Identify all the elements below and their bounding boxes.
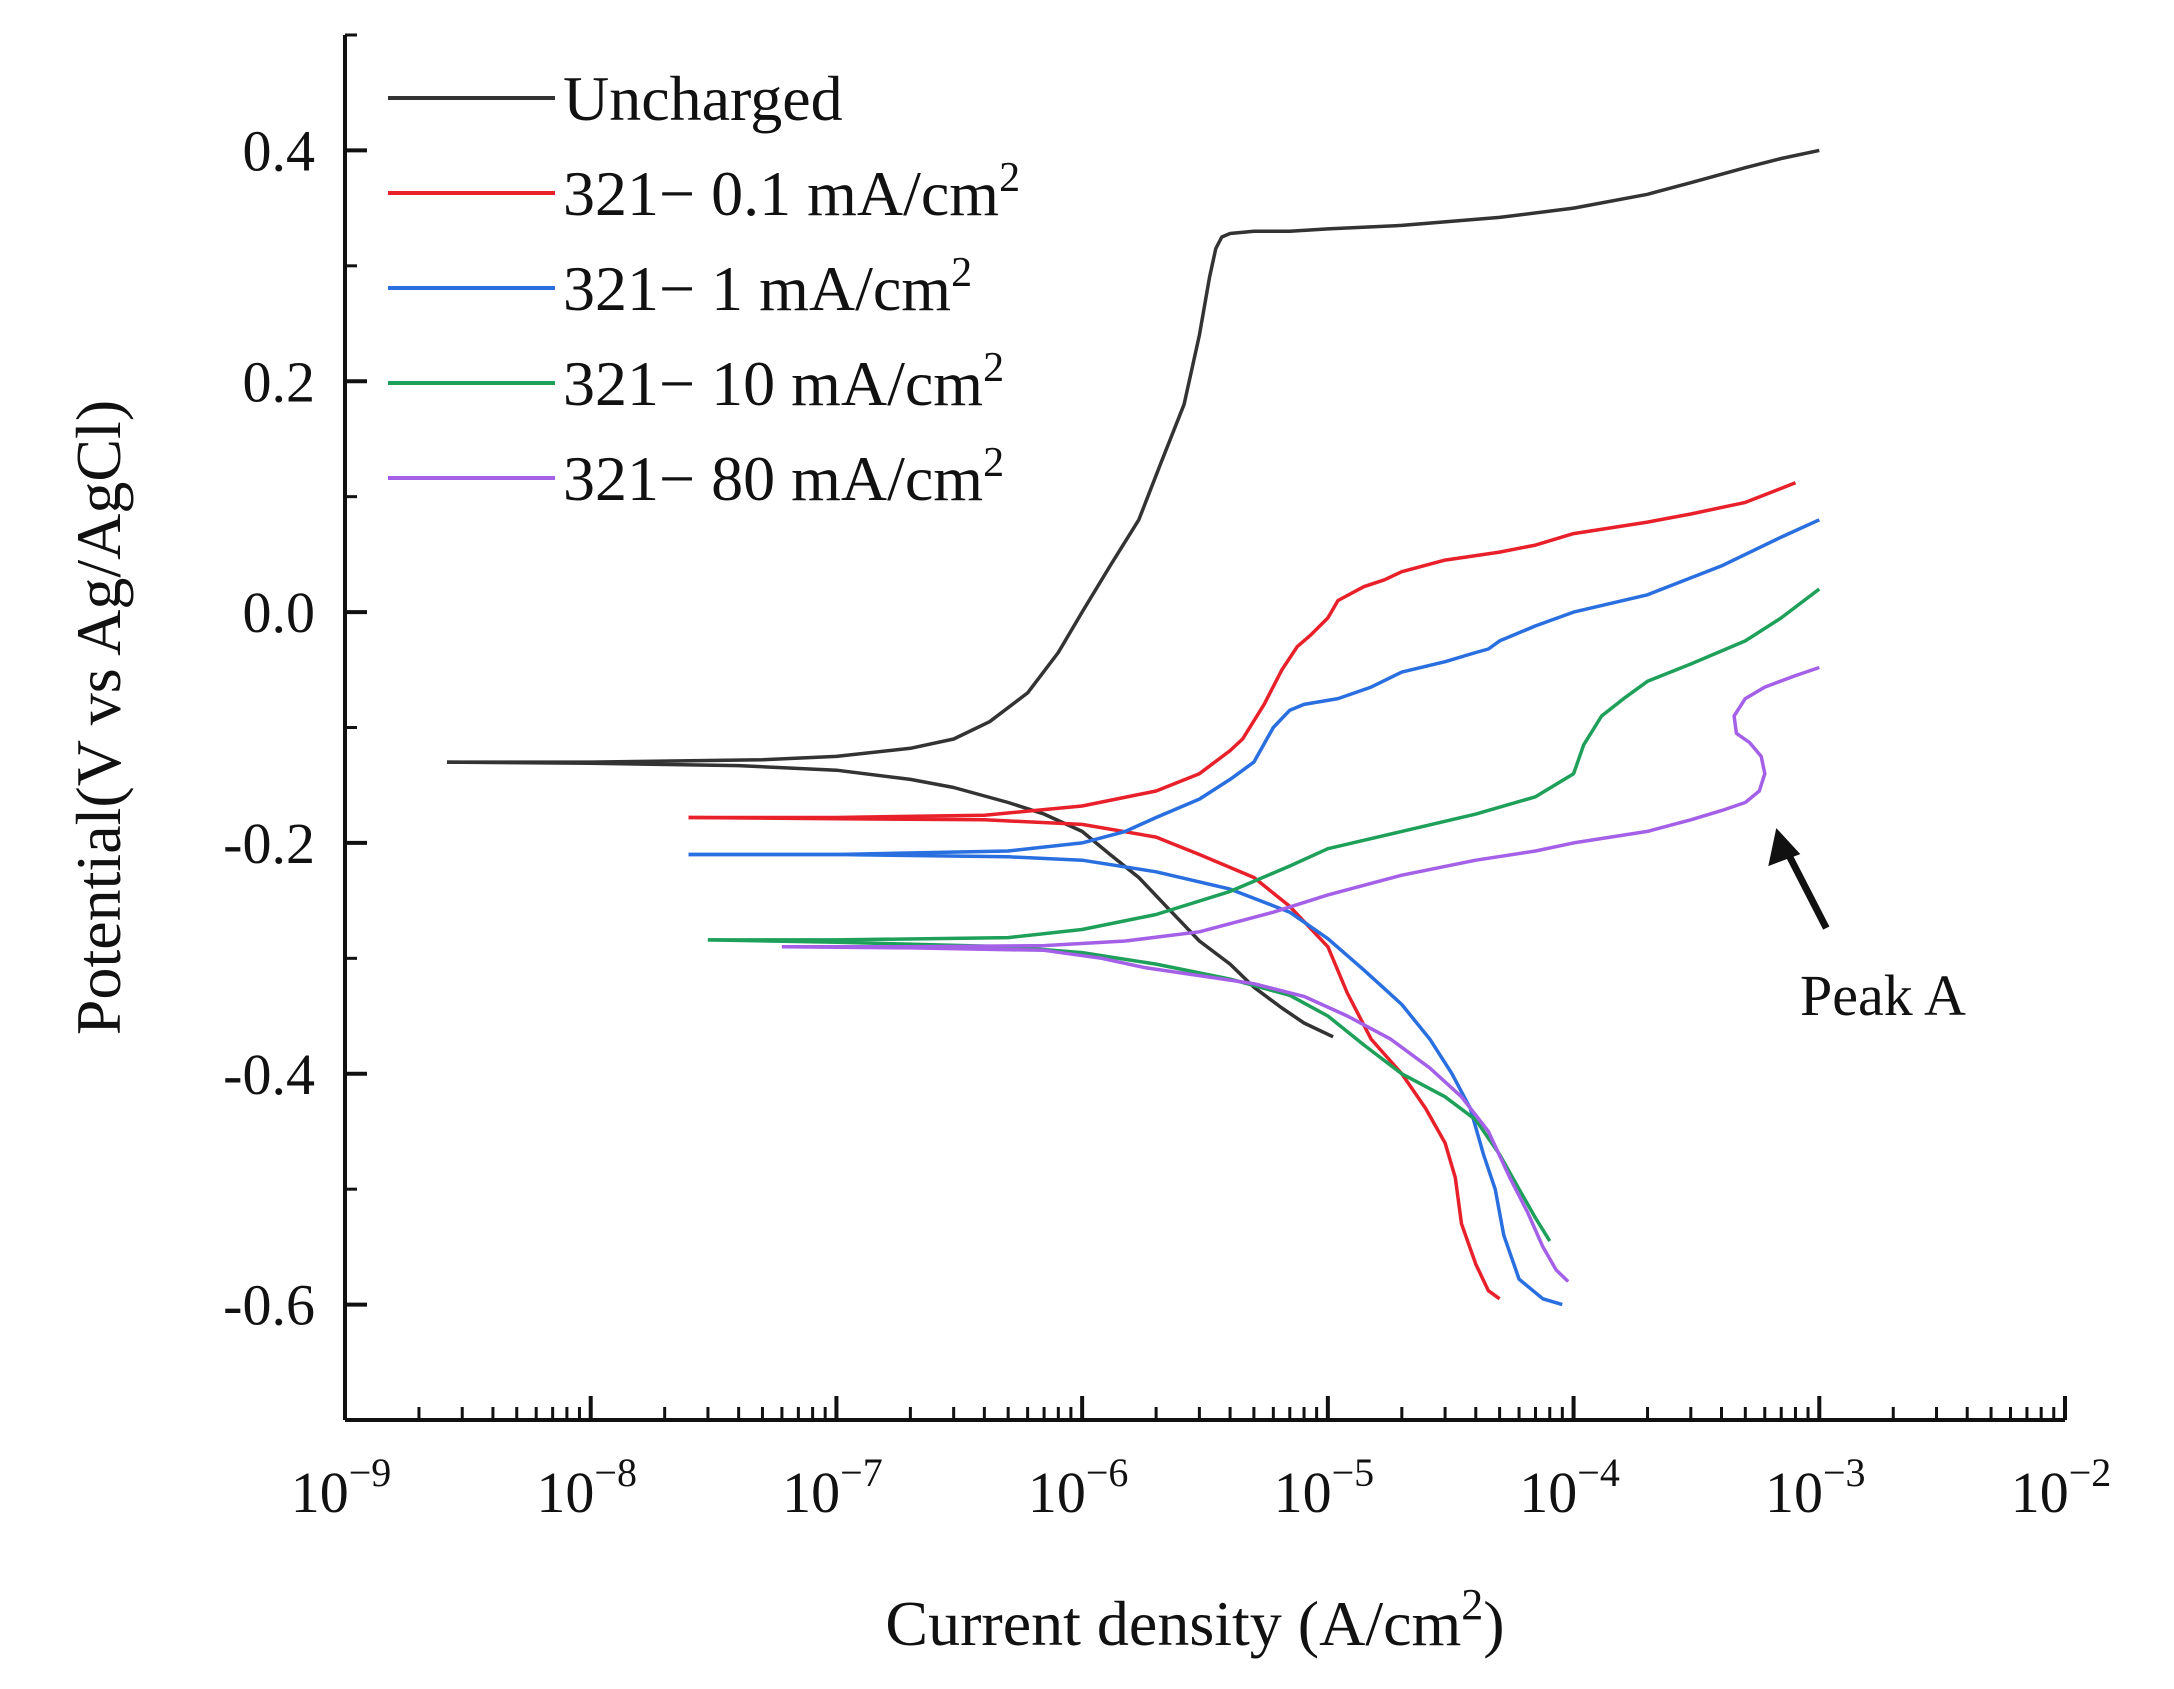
series-2-cathodic-branch	[688, 852, 1563, 1307]
x-tick-label: 10−9	[291, 1450, 392, 1525]
series-1-cathodic-branch	[688, 815, 1501, 1301]
legend: Uncharged 321− 0.1 mA/cm2 321− 1 mA/cm2 321…	[388, 63, 1020, 514]
series-0-anodic-branch	[447, 148, 1820, 764]
peak-arrow-head	[1768, 828, 1801, 867]
y-tick-label: -0.6	[223, 1273, 315, 1338]
legend-label: 321− 0.1 mA/cm2	[563, 155, 1020, 229]
x-tick-label: 10−4	[1519, 1450, 1620, 1525]
series-4-anodic-branch	[781, 665, 1820, 949]
peak-arrow-shaft	[1783, 848, 1830, 930]
series-0-cathodic-branch	[446, 760, 1334, 1039]
y-tick-label: -0.4	[223, 1042, 315, 1107]
y-axis-title: Potential(V vs Ag/AgCl)	[63, 400, 134, 1035]
peak-a-label: Peak A	[1800, 963, 1966, 1028]
y-tick-label: 0.4	[243, 118, 316, 183]
y-tick-label: 0.2	[243, 349, 316, 414]
x-tick-label: 10−3	[1765, 1450, 1866, 1525]
y-tick-label: 0.0	[243, 580, 316, 645]
y-tick-label: -0.2	[223, 811, 315, 876]
series-3-anodic-branch	[707, 587, 1821, 942]
legend-label: 321− 80 mA/cm2	[563, 440, 1004, 514]
series-layer	[446, 148, 1821, 1307]
legend-label: 321− 10 mA/cm2	[563, 345, 1004, 419]
x-tick-label: 10−7	[782, 1450, 883, 1525]
x-tick-label: 10−2	[2011, 1450, 2112, 1525]
series-1-anodic-branch	[688, 481, 1797, 820]
legend-label: Uncharged	[563, 63, 843, 134]
series-2-anodic-branch	[688, 518, 1821, 857]
x-axis-title: Current density (A/cm2)	[885, 1580, 1504, 1659]
x-tick-label: 10−6	[1028, 1450, 1129, 1525]
annotation-layer: Peak A	[1768, 828, 1966, 1028]
series-4-cathodic-branch	[781, 945, 1570, 1283]
x-tick-label: 10−8	[536, 1450, 637, 1525]
x-tick-label: 10−5	[1274, 1450, 1375, 1525]
axes-layer: 0.4 0.2 0.0 -0.2 -0.4 -0.6 10−9 10−8 10−7 10−6 10−…	[63, 33, 2112, 1659]
legend-label: 321− 1 mA/cm2	[563, 250, 972, 324]
